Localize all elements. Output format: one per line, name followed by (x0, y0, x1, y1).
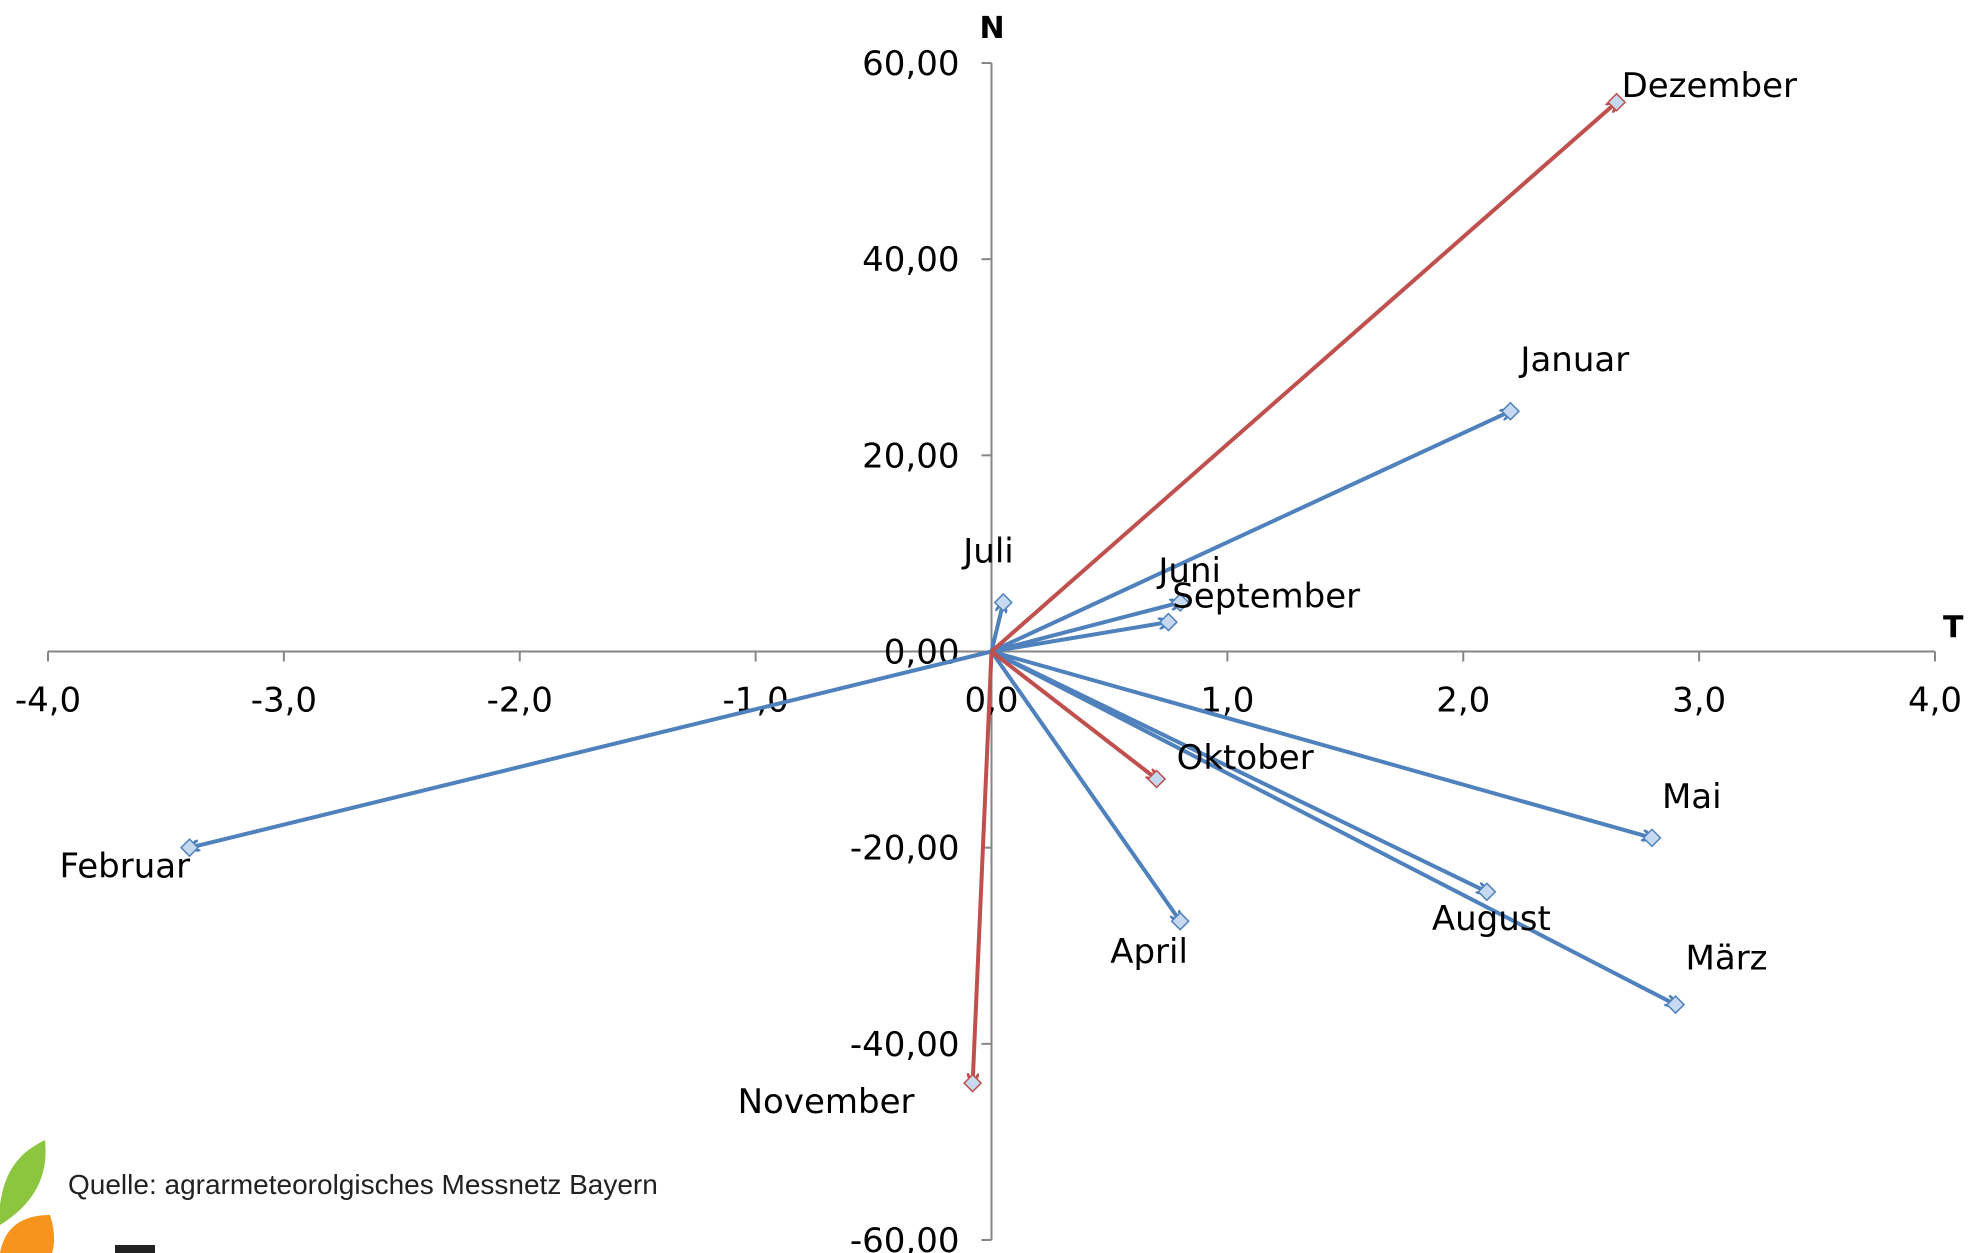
x-axis-label: T (1943, 611, 1964, 646)
y-tick-label: -20,00 (850, 829, 960, 869)
axes: -4,0 -3,0 -2,0 -1,0 0,0 1,0 2,0 3,0 4,0 60,0040,… (15, 11, 1964, 1253)
source-caption: Quelle: agrarmeteorolgisches Messnetz Ba… (68, 1169, 658, 1200)
vector-endpoint-marker (963, 1073, 983, 1093)
vector-endpoint-marker (1665, 995, 1686, 1015)
vector-endpoint-marker (179, 838, 200, 858)
x-tick-label: 4,0 (1908, 681, 1962, 721)
lfl-logo (0, 1140, 155, 1253)
y-tick-label: 40,00 (862, 240, 959, 280)
vector-april (989, 650, 1181, 922)
point-label-september: September (1172, 576, 1360, 616)
vector-endpoint-marker (1147, 769, 1167, 789)
vector-endpoint-marker (1158, 612, 1178, 632)
y-ticks: 60,00 40,00 20,00 0,00 -20,00 -40,00 -60,00 (850, 44, 992, 1253)
point-label-juli: Juli (961, 531, 1013, 571)
vectors (179, 92, 1686, 1093)
vector-november (973, 651, 994, 1084)
x-tick-label: 3,0 (1672, 681, 1726, 721)
vector-juli (989, 602, 1004, 652)
y-tick-label: 20,00 (862, 436, 959, 476)
vector-endpoint-marker (1500, 401, 1520, 421)
x-tick-label: -2,0 (487, 681, 553, 721)
point-label-oktober: Oktober (1177, 738, 1314, 778)
logo-leaf-orange (0, 1215, 55, 1253)
point-label-januar: Januar (1518, 340, 1629, 380)
vector-endpoint-marker (1642, 828, 1662, 848)
y-axis-label: N (980, 11, 1005, 46)
vector-endpoint-marker (1170, 911, 1190, 931)
point-label-august: August (1432, 899, 1551, 939)
vector-september (990, 602, 1181, 654)
vector-endpoint-marker (1477, 882, 1497, 902)
point-label-november: November (738, 1082, 915, 1122)
vector-dezember (990, 102, 1617, 654)
point-label-dezember: Dezember (1622, 66, 1797, 106)
x-tick-label: -4,0 (15, 681, 81, 721)
vector-mai (990, 649, 1652, 838)
point-label-april: April (1110, 932, 1188, 972)
y-tick-label: 60,00 (862, 44, 959, 84)
vector-juni (991, 622, 1169, 654)
point-label-februar: Februar (60, 847, 191, 887)
logo-letter-mark (115, 1245, 155, 1253)
point-label-maerz: März (1686, 939, 1768, 979)
x-ticks: -4,0 -3,0 -2,0 -1,0 0,0 1,0 2,0 3,0 4,0 (15, 651, 1962, 721)
logo-leaf-green (0, 1140, 46, 1225)
vector-januar (990, 411, 1511, 654)
vector-august (990, 649, 1487, 892)
y-tick-label: -40,00 (850, 1025, 960, 1065)
x-tick-label: 2,0 (1436, 681, 1490, 721)
y-tick-label: 0,00 (884, 633, 960, 673)
vector-oktober (990, 649, 1157, 780)
vector-endpoint-marker (1170, 592, 1190, 613)
month-labels: Januar Februar März April Mai Juni Juli August S… (60, 66, 1798, 1122)
point-label-mai: Mai (1662, 777, 1722, 817)
point-label-juni: Juni (1156, 551, 1221, 591)
vector-endpoint-marker (1607, 92, 1627, 112)
y-tick-label: -60,00 (850, 1221, 960, 1253)
vector-februar (190, 649, 992, 848)
vector-maerz (990, 649, 1676, 1005)
x-tick-label: -3,0 (251, 681, 317, 721)
vector-endpoint-marker (993, 592, 1013, 613)
